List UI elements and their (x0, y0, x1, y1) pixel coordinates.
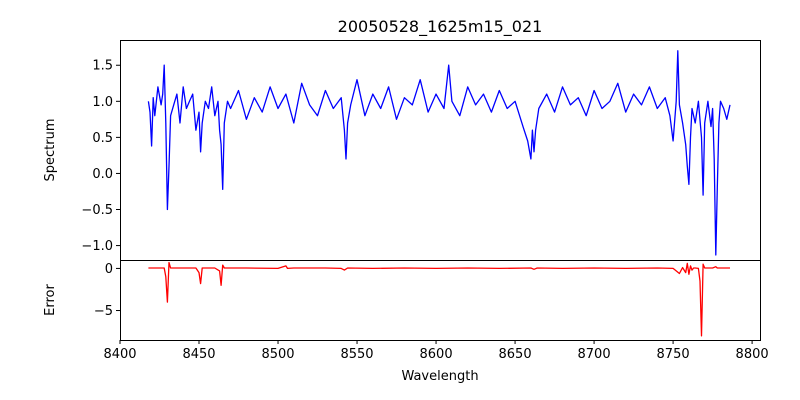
error-y-tick-label: 0 (105, 262, 113, 277)
spectrum-y-ticks: −1.0 −0.5 0.0 0.5 1.0 1.5 (81, 59, 120, 254)
error-panel: 0 −5 8400 8450 8500 8550 8600 8650 8700 8750 8800… (43, 260, 769, 384)
error-y-label: Error (43, 284, 58, 316)
x-tick-label: 8650 (499, 347, 532, 362)
x-tick-label: 8500 (261, 347, 294, 362)
x-tick-label: 8450 (182, 347, 215, 362)
x-tick-label: 8750 (657, 347, 690, 362)
x-tick-label: 8600 (420, 347, 453, 362)
error-axes-frame (120, 260, 761, 341)
error-y-ticks: 0 −5 (94, 262, 120, 319)
spectrum-y-tick-label: −0.5 (81, 203, 113, 218)
spectrum-y-tick-label: 0.0 (92, 167, 113, 182)
chart-title: 20050528_1625m15_021 (338, 17, 543, 37)
spectrum-y-tick-label: 0.5 (92, 131, 113, 146)
spectrum-series-line-0 (147, 50, 731, 256)
spectrum-y-tick-label: −1.0 (81, 239, 113, 254)
x-tick-label: 8550 (340, 347, 373, 362)
x-tick-label: 8800 (736, 347, 769, 362)
spectrum-y-tick-label: 1.5 (92, 59, 113, 74)
error-x-ticks: 8400 8450 8500 8550 8600 8650 8700 8750 8800 (103, 340, 769, 362)
error-series-layer (148, 261, 730, 337)
x-tick-label: 8700 (578, 347, 611, 362)
spectrum-y-tick-label: 1.0 (92, 95, 113, 110)
x-tick-label: 8400 (103, 347, 136, 362)
error-y-tick-label: −5 (94, 304, 113, 319)
x-axis-label: Wavelength (401, 369, 478, 384)
spectrum-series-layer (147, 50, 731, 256)
spectrum-y-label: Spectrum (43, 119, 58, 182)
error-series-line-0 (148, 261, 730, 337)
